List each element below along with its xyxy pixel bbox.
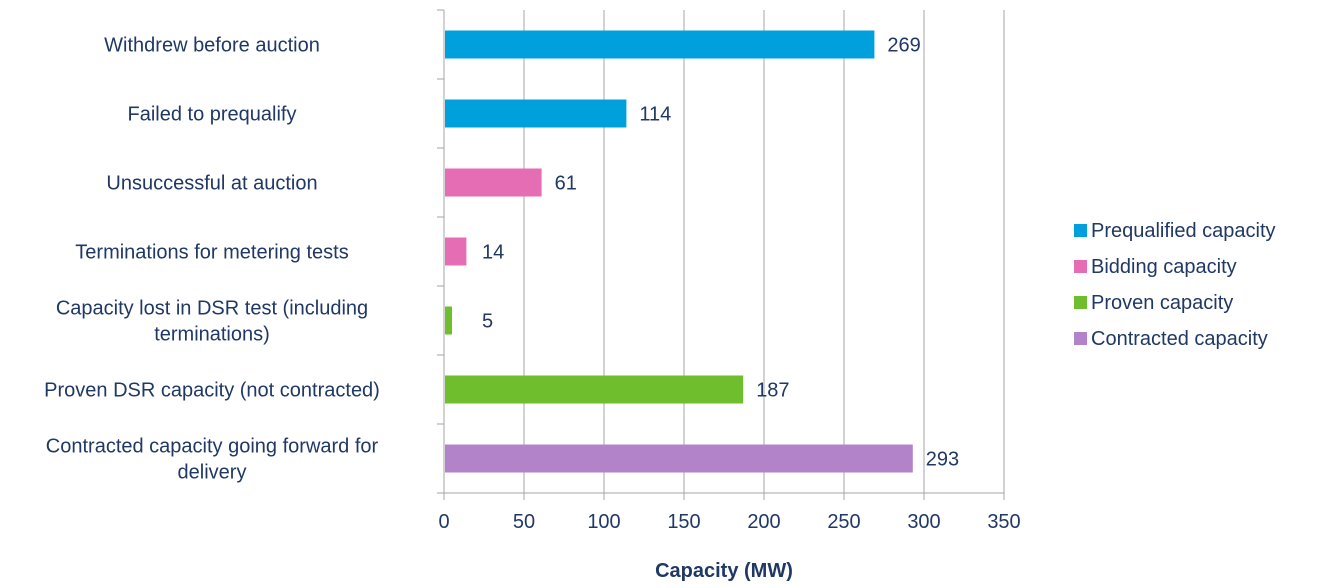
category-label-3: Terminations for metering tests: [75, 242, 348, 264]
x-tick-label-4: 200: [747, 511, 780, 533]
x-tick-label-0: 0: [438, 511, 449, 533]
category-label-4: Capacity lost in DSR test (including term…: [56, 298, 368, 346]
value-label-3: 14: [482, 242, 504, 264]
category-label-1: Failed to prequalify: [128, 104, 297, 126]
bar-0: [445, 30, 875, 59]
legend-swatch-0: [1074, 224, 1087, 237]
value-label-6: 293: [926, 449, 959, 471]
x-tick-label-3: 150: [667, 511, 700, 533]
value-label-4: 5: [482, 311, 493, 333]
bar-3: [445, 237, 467, 266]
category-label-0: Withdrew before auction: [104, 35, 320, 57]
legend-swatch-2: [1074, 296, 1087, 309]
x-tick-label-6: 300: [907, 511, 940, 533]
legend-label-0: Prequalified capacity: [1091, 220, 1276, 242]
value-label-5: 187: [756, 380, 789, 402]
category-label-5: Proven DSR capacity (not contracted): [44, 380, 380, 402]
legend-swatch-1: [1074, 260, 1087, 273]
category-label-6: Contracted capacity going forward for del…: [46, 436, 379, 484]
value-label-0: 269: [887, 35, 920, 57]
x-tick-label-7: 350: [987, 511, 1020, 533]
x-tick-label-1: 50: [513, 511, 535, 533]
legend-label-2: Proven capacity: [1091, 292, 1233, 314]
legend-label-1: Bidding capacity: [1091, 256, 1237, 278]
bar-1: [445, 99, 627, 128]
value-label-1: 114: [639, 104, 671, 126]
bar-6: [445, 444, 913, 473]
category-label-2: Unsuccessful at auction: [106, 173, 317, 195]
x-tick-label-5: 250: [827, 511, 860, 533]
x-tick-label-2: 100: [587, 511, 620, 533]
bar-2: [445, 168, 542, 197]
value-label-2: 61: [555, 173, 577, 195]
x-axis-title: Capacity (MW): [655, 560, 793, 582]
bar-4: [445, 306, 452, 335]
bar-5: [445, 375, 744, 404]
legend-swatch-3: [1074, 332, 1087, 345]
legend-label-3: Contracted capacity: [1091, 328, 1268, 350]
